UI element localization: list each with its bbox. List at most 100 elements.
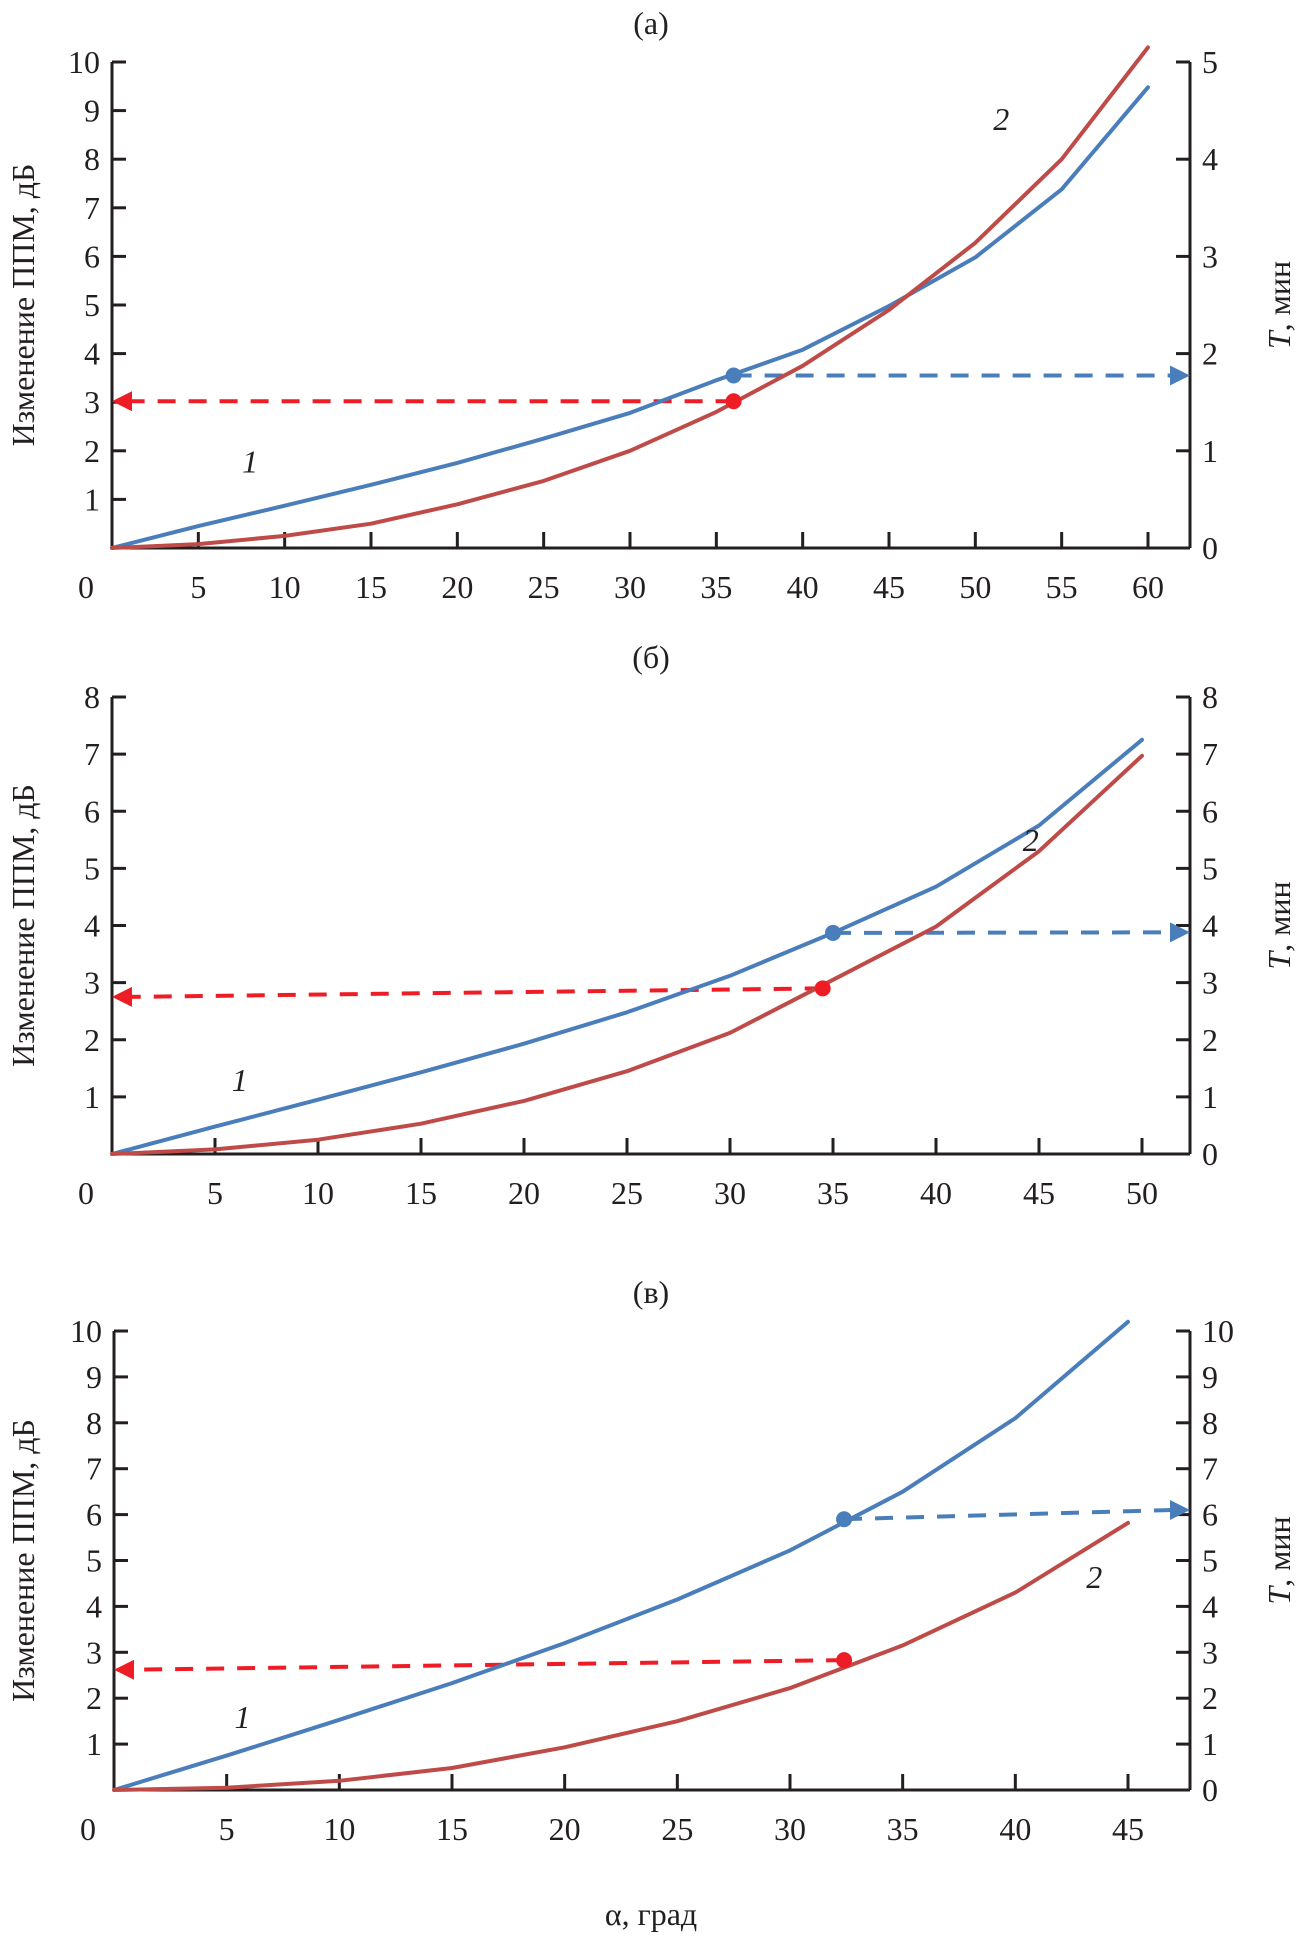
right-axis-title-unit: , мин <box>1261 261 1297 332</box>
right-axis-title-unit: , мин <box>1261 881 1297 952</box>
right-y-tick-label: 1 <box>1202 433 1218 469</box>
x-tick-label: 10 <box>302 1175 334 1211</box>
arrowhead-left-icon <box>112 391 132 412</box>
right-axis-title-symbol: T <box>1261 950 1297 970</box>
curve-label: 1 <box>234 1699 250 1735</box>
x-tick-label: 15 <box>436 1811 468 1847</box>
marker-point <box>725 367 742 384</box>
dashed-arrow-to-right-axis <box>832 930 1173 935</box>
arrowhead-left-icon <box>114 1659 134 1680</box>
panel-title: (в) <box>633 1274 669 1310</box>
series-line-2 <box>110 45 1150 550</box>
arrowhead-right-icon <box>1170 922 1190 943</box>
curve-label: 2 <box>1023 822 1039 858</box>
left-y-tick-label: 7 <box>84 736 100 772</box>
right-y-tick-label: 3 <box>1202 238 1218 274</box>
x-tick-label: 30 <box>774 1811 806 1847</box>
left-axis-title: Изменение ППМ, дБ <box>5 164 41 447</box>
left-y-tick-label: 1 <box>84 1079 100 1115</box>
x-tick-label: 40 <box>920 1175 952 1211</box>
marker-point <box>825 924 841 941</box>
x-tick-label: 60 <box>1132 569 1164 605</box>
x-tick-label: 5 <box>190 569 206 605</box>
left-y-tick-label: 5 <box>86 1543 102 1579</box>
panel-title: (а) <box>633 5 669 41</box>
left-y-tick-label: 7 <box>86 1451 102 1487</box>
left-y-tick-label: 6 <box>84 238 100 274</box>
left-y-tick-label: 3 <box>84 965 100 1001</box>
curve-label: 2 <box>1086 1559 1102 1595</box>
right-y-tick-label: 7 <box>1202 736 1218 772</box>
x-tick-label: 45 <box>1112 1811 1144 1847</box>
right-axis-title: T, мин <box>1261 1516 1297 1604</box>
left-y-tick-label: 6 <box>84 793 100 829</box>
right-y-tick-label: 7 <box>1202 1451 1218 1487</box>
series-line-1 <box>112 1319 1130 1792</box>
x-tick-label: 25 <box>611 1175 643 1211</box>
marker-point <box>836 1511 853 1528</box>
x-tick-label: 40 <box>787 569 819 605</box>
left-y-tick-label: 4 <box>84 336 100 372</box>
right-y-tick-label: 5 <box>1202 850 1218 886</box>
x-tick-label: 10 <box>323 1811 355 1847</box>
dashed-arrow-to-right-axis <box>844 1508 1173 1522</box>
x-tick-label: 50 <box>1126 1175 1158 1211</box>
x-tick-label: 35 <box>700 569 732 605</box>
x-tick-label: 0 <box>78 569 94 605</box>
right-y-tick-label: 10 <box>1202 1313 1234 1349</box>
right-y-tick-label: 9 <box>1202 1359 1218 1395</box>
right-y-tick-label: 4 <box>1202 1588 1218 1624</box>
marker-point <box>836 1652 853 1669</box>
marker-point <box>814 980 831 997</box>
left-y-tick-label: 10 <box>70 1313 102 1349</box>
left-y-tick-label: 2 <box>86 1680 102 1716</box>
right-axis-title: T, мин <box>1261 261 1297 349</box>
curve-label: 2 <box>993 101 1009 137</box>
left-y-tick-label: 9 <box>86 1359 102 1395</box>
left-y-tick-label: 5 <box>84 850 100 886</box>
x-tick-label: 25 <box>661 1811 693 1847</box>
marker-point <box>725 393 742 410</box>
right-y-tick-label: 3 <box>1202 965 1218 1001</box>
x-tick-label: 30 <box>714 1175 746 1211</box>
left-axis-title: Изменение ППМ, дБ <box>5 784 41 1067</box>
left-y-tick-label: 8 <box>84 679 100 715</box>
x-tick-label: 25 <box>528 569 560 605</box>
arrowhead-right-icon <box>1170 1500 1190 1521</box>
left-y-tick-label: 2 <box>84 433 100 469</box>
x-tick-label: 45 <box>1023 1175 1055 1211</box>
dashed-arrow-to-left-axis <box>129 1658 845 1672</box>
left-y-tick-label: 8 <box>84 141 100 177</box>
x-tick-label: 15 <box>355 569 387 605</box>
right-y-tick-label: 5 <box>1202 44 1218 80</box>
right-y-tick-label: 6 <box>1202 1497 1218 1533</box>
right-y-tick-label: 6 <box>1202 793 1218 829</box>
left-y-tick-label: 4 <box>84 908 100 944</box>
right-y-tick-label: 8 <box>1202 679 1218 715</box>
series-line-1 <box>110 737 1144 1156</box>
series-line-2 <box>112 1520 1130 1792</box>
x-tick-label: 45 <box>873 569 905 605</box>
curve-label: 1 <box>232 1062 248 1098</box>
left-y-tick-label: 3 <box>84 384 100 420</box>
left-y-tick-label: 1 <box>86 1726 102 1762</box>
right-y-tick-label: 0 <box>1202 530 1218 566</box>
right-y-tick-label: 0 <box>1202 1772 1218 1808</box>
x-tick-label: 0 <box>78 1175 94 1211</box>
left-y-tick-label: 10 <box>68 44 100 80</box>
curve-label: 1 <box>242 444 258 480</box>
series-line-1 <box>110 85 1150 550</box>
right-y-tick-label: 2 <box>1202 1022 1218 1058</box>
x-tick-label: 55 <box>1046 569 1078 605</box>
right-y-tick-label: 4 <box>1202 908 1218 944</box>
x-tick-label: 30 <box>614 569 646 605</box>
x-tick-label: 5 <box>219 1811 235 1847</box>
left-axis-title: Изменение ППМ, дБ <box>5 1419 41 1702</box>
x-tick-label: 10 <box>269 569 301 605</box>
left-y-tick-label: 5 <box>84 287 100 323</box>
x-tick-label: 15 <box>405 1175 437 1211</box>
right-axis-title-unit: , мин <box>1261 1516 1297 1587</box>
